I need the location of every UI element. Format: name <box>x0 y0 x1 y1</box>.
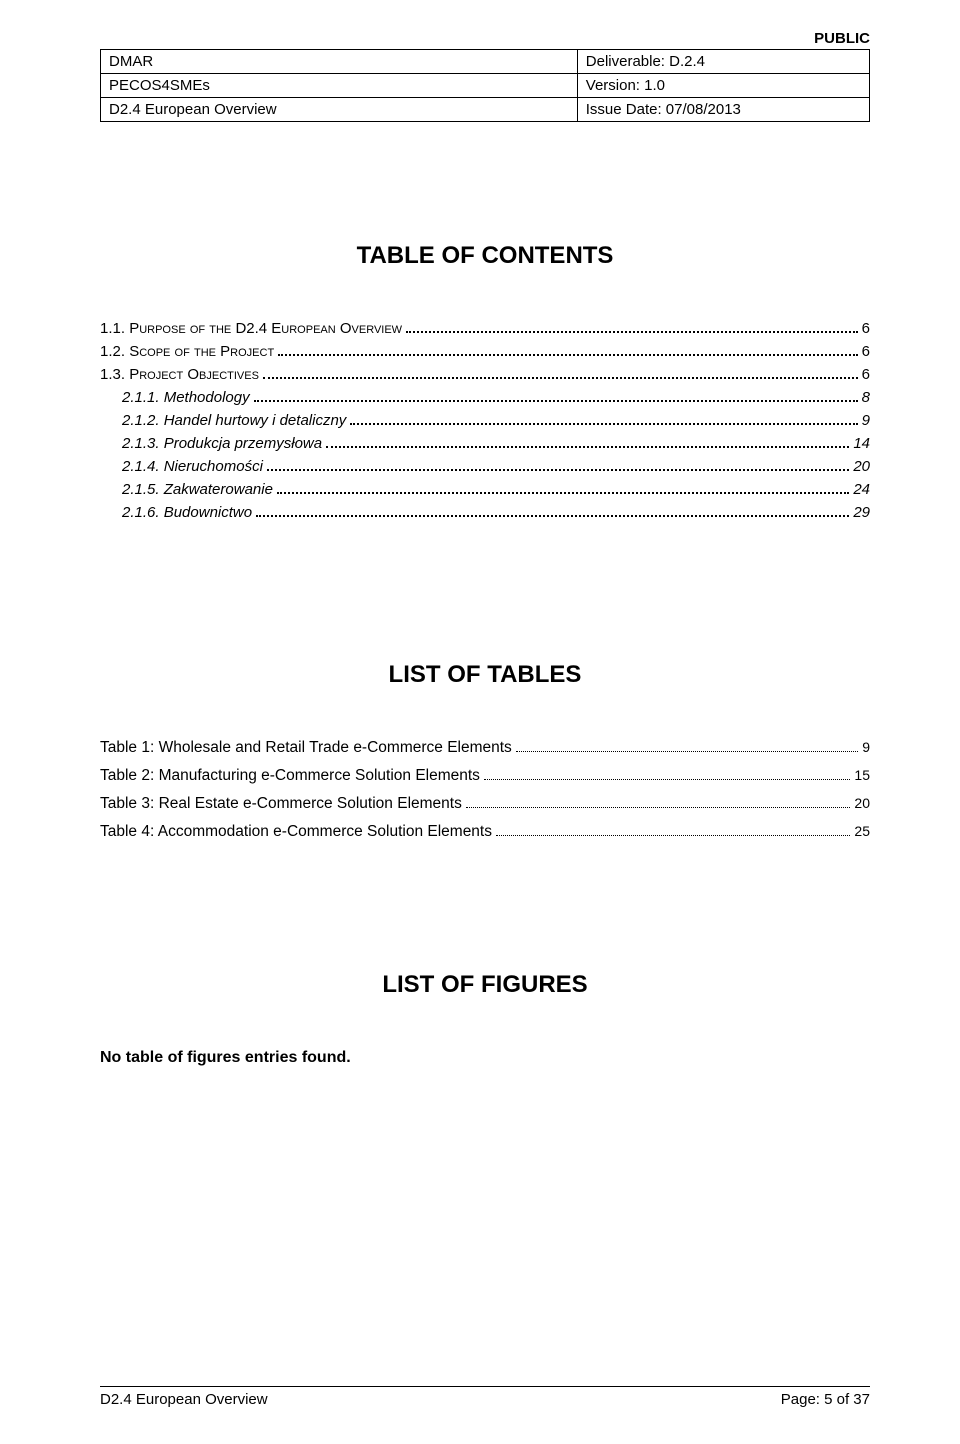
toc-dots <box>267 460 849 471</box>
toc-entry: 1.1. Purpose of the D2.4 European Overvi… <box>100 320 870 337</box>
header-r1-right: Deliverable: D.2.4 <box>577 50 869 74</box>
toc-entry: 2.1.4. Nieruchomości 20 <box>100 458 870 475</box>
lof-title: LIST OF FIGURES <box>100 971 870 999</box>
toc-entry-label: Purpose of the D2.4 European Overview <box>129 320 402 337</box>
header-table: DMAR Deliverable: D.2.4 PECOS4SMEs Versi… <box>100 49 870 122</box>
lot-entry: Table 3: Real Estate e-Commerce Solution… <box>100 795 870 813</box>
lot-entry-label: Table 2: Manufacturing e-Commerce Soluti… <box>100 767 480 785</box>
lot-entry-label: Table 4: Accommodation e-Commerce Soluti… <box>100 823 492 841</box>
toc-entry-label: Methodology <box>164 389 250 406</box>
lot-entry-page: 9 <box>862 739 870 755</box>
toc-entry-page: 14 <box>853 435 870 452</box>
toc-entry-num: 2.1.2. <box>122 412 160 429</box>
toc-entry: 2.1.6. Budownictwo 29 <box>100 504 870 521</box>
toc-entry-label: Budownictwo <box>164 504 252 521</box>
toc-entry-page: 8 <box>862 389 870 406</box>
lot-entry: Table 1: Wholesale and Retail Trade e-Co… <box>100 739 870 757</box>
toc: 1.1. Purpose of the D2.4 European Overvi… <box>100 320 870 521</box>
page: PUBLIC DMAR Deliverable: D.2.4 PECOS4SME… <box>0 0 960 1444</box>
toc-entry-num: 2.1.1. <box>122 389 160 406</box>
toc-entry: 2.1.1. Methodology 8 <box>100 389 870 406</box>
toc-entry: 2.1.3. Produkcja przemysłowa 14 <box>100 435 870 452</box>
toc-dots <box>466 798 851 808</box>
lot-entry: Table 2: Manufacturing e-Commerce Soluti… <box>100 767 870 785</box>
toc-dots <box>254 391 858 402</box>
lot-entry-page: 20 <box>854 795 870 811</box>
toc-entry: 1.3. Project Objectives 6 <box>100 366 870 383</box>
toc-entry-page: 29 <box>853 504 870 521</box>
toc-entry-page: 6 <box>862 320 870 337</box>
toc-dots <box>516 742 858 752</box>
lot-entry: Table 4: Accommodation e-Commerce Soluti… <box>100 823 870 841</box>
toc-entry: 2.1.2. Handel hurtowy i detaliczny 9 <box>100 412 870 429</box>
lof-body: No table of figures entries found. <box>100 1049 870 1067</box>
toc-entry-page: 6 <box>862 366 870 383</box>
toc-dots <box>326 437 849 448</box>
toc-dots <box>263 368 858 379</box>
footer-right: Page: 5 of 37 <box>781 1391 870 1408</box>
toc-entry-label: Produkcja przemysłowa <box>164 435 322 452</box>
toc-entry: 1.2. Scope of the Project 6 <box>100 343 870 360</box>
header-r3-left: D2.4 European Overview <box>101 98 578 122</box>
toc-entry-num: 1.1. <box>100 320 125 337</box>
classification-label: PUBLIC <box>100 30 870 47</box>
toc-entry-label: Handel hurtowy i detaliczny <box>164 412 347 429</box>
toc-entry-label: Scope of the Project <box>129 343 274 360</box>
toc-entry-page: 24 <box>853 481 870 498</box>
toc-dots <box>278 345 857 356</box>
footer-left: D2.4 European Overview <box>100 1391 268 1408</box>
toc-entry-num: 1.2. <box>100 343 125 360</box>
toc-entry-label: Project Objectives <box>129 366 259 383</box>
toc-entry-num: 1.3. <box>100 366 125 383</box>
header-r2-left: PECOS4SMEs <box>101 74 578 98</box>
lot-title: LIST OF TABLES <box>100 661 870 689</box>
toc-dots <box>256 506 849 517</box>
toc-dots <box>350 414 857 425</box>
lot-entry-page: 25 <box>854 823 870 839</box>
lot-entry-page: 15 <box>854 767 870 783</box>
lot-entry-label: Table 1: Wholesale and Retail Trade e-Co… <box>100 739 512 757</box>
toc-entry-page: 20 <box>853 458 870 475</box>
toc-dots <box>484 770 850 780</box>
toc-entry-label: Zakwaterowanie <box>164 481 273 498</box>
list-of-tables: Table 1: Wholesale and Retail Trade e-Co… <box>100 739 870 841</box>
toc-dots <box>496 826 850 836</box>
toc-entry-label: Nieruchomości <box>164 458 263 475</box>
header-r3-right: Issue Date: 07/08/2013 <box>577 98 869 122</box>
toc-dots <box>277 483 849 494</box>
lot-entry-label: Table 3: Real Estate e-Commerce Solution… <box>100 795 462 813</box>
toc-entry-page: 6 <box>862 343 870 360</box>
header-r2-right: Version: 1.0 <box>577 74 869 98</box>
toc-title: TABLE OF CONTENTS <box>100 242 870 270</box>
toc-dots <box>406 322 858 333</box>
toc-entry: 2.1.5. Zakwaterowanie 24 <box>100 481 870 498</box>
toc-entry-page: 9 <box>862 412 870 429</box>
header-r1-left: DMAR <box>101 50 578 74</box>
toc-entry-num: 2.1.5. <box>122 481 160 498</box>
toc-entry-num: 2.1.4. <box>122 458 160 475</box>
footer: D2.4 European Overview Page: 5 of 37 <box>100 1386 870 1408</box>
toc-entry-num: 2.1.3. <box>122 435 160 452</box>
toc-entry-num: 2.1.6. <box>122 504 160 521</box>
